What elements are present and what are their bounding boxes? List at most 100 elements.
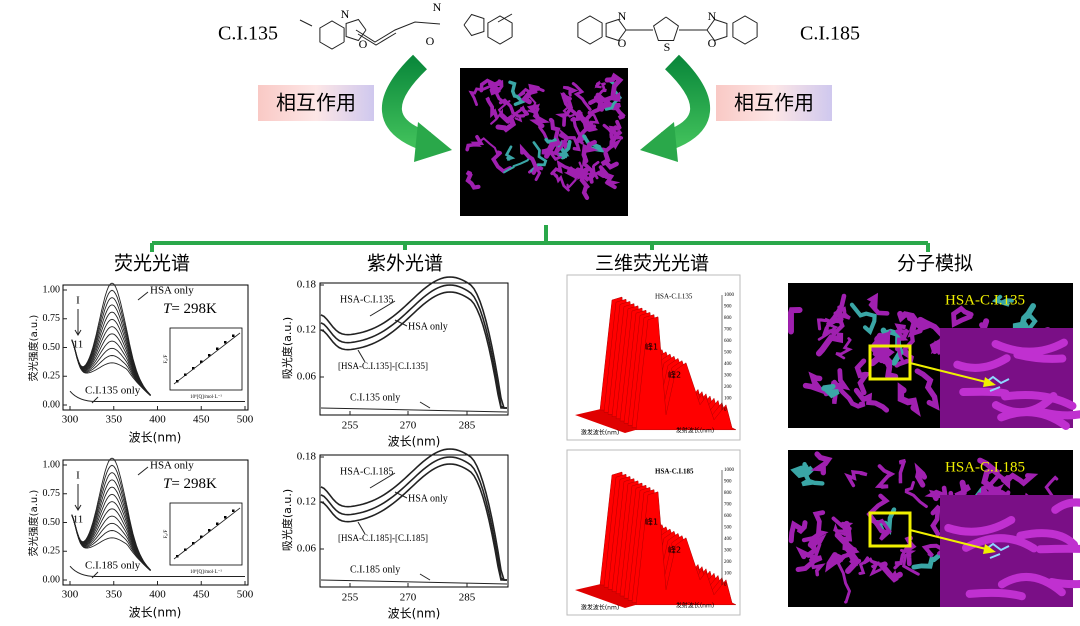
uv-curve	[320, 291, 507, 409]
x-tick-label: 400	[149, 589, 166, 601]
helix	[506, 106, 530, 124]
helix	[465, 170, 481, 190]
pointer	[357, 349, 366, 363]
spectrum-curve	[71, 339, 151, 397]
inset-point	[200, 535, 203, 538]
spectrum-curve	[71, 514, 151, 571]
panel-title: HSA-C.I.185	[655, 468, 694, 476]
inset-x-label: 10⁶[Q]/mol·L⁻¹	[190, 569, 222, 575]
helix	[876, 561, 903, 583]
helix	[560, 92, 581, 122]
inset-x-label: 10⁶[Q]/mol·L⁻¹	[190, 394, 222, 400]
arrow	[382, 54, 432, 152]
binding-site	[868, 511, 912, 548]
helix	[593, 91, 621, 103]
helix	[571, 82, 592, 112]
helix	[594, 168, 611, 180]
helix	[600, 151, 619, 170]
pointer	[91, 396, 99, 404]
uv-curve	[320, 463, 507, 581]
y-tick-label: 0.50	[43, 517, 61, 528]
inset-point	[224, 341, 227, 344]
y-tick-label: 1.00	[43, 459, 61, 470]
helix	[598, 82, 607, 96]
helix	[558, 139, 572, 160]
temperature-label: T= 298K	[163, 301, 217, 317]
helix	[821, 384, 840, 399]
helix	[895, 329, 909, 364]
y-tick-label: 1.00	[43, 284, 61, 295]
helix	[951, 305, 974, 328]
helix	[808, 542, 826, 577]
spectrum-curve	[71, 514, 151, 571]
atom-label: O	[426, 34, 435, 48]
z-tick-label: 400	[724, 362, 732, 367]
spectrum-curve	[71, 339, 151, 396]
z-tick-label: 400	[724, 537, 732, 542]
helix	[959, 387, 1010, 398]
x-axis-label: 波长(nm)	[129, 606, 182, 620]
helix	[897, 310, 931, 332]
helix	[904, 535, 917, 567]
helix	[907, 320, 926, 338]
spectrum-curve	[71, 508, 151, 571]
x-tick-label: 300	[62, 414, 79, 426]
z-tick-label: 800	[724, 316, 732, 321]
inset-y-label: F₀/F	[164, 529, 169, 538]
helix	[953, 354, 1011, 372]
x-tick-label: 255	[342, 592, 359, 604]
y-tick-label: 0.25	[43, 371, 61, 382]
ring	[706, 18, 728, 42]
y-tick-label: 0.18	[297, 279, 317, 291]
helix	[894, 323, 910, 341]
x-tick-label: 350	[106, 589, 123, 601]
helix	[853, 387, 890, 413]
spectrum-curve	[71, 514, 151, 571]
helix	[494, 79, 507, 105]
y-axis-label: 发射波长(nm)	[676, 427, 714, 435]
curve-label: [HSA-C.I.135]-[C.I.135]	[338, 361, 428, 371]
x-tick-label: 285	[459, 420, 476, 432]
peak-label: 峰2	[668, 370, 681, 380]
pointer	[357, 521, 366, 535]
y-tick-label: 0.06	[297, 371, 317, 383]
helix	[833, 305, 851, 320]
compound-label: C.I.135	[218, 23, 278, 45]
y-axis-label: 荧光强度(a.u.)	[27, 315, 40, 382]
complex-label: HSA-C.I.185	[945, 459, 1025, 475]
helix	[914, 462, 928, 488]
temperature-value: = 298K	[171, 301, 217, 317]
helix	[832, 379, 866, 409]
helix	[997, 408, 1070, 430]
complex-label: HSA-C.I.135	[945, 292, 1025, 308]
helix	[591, 160, 600, 180]
curve-label: HSA only	[150, 460, 194, 472]
helix	[858, 556, 873, 575]
helix	[872, 332, 886, 364]
helix	[866, 292, 890, 316]
helix	[849, 302, 877, 336]
y-axis-label: 吸光度(a.u.)	[280, 489, 294, 551]
helix	[520, 83, 541, 105]
x-tick-label: 500	[237, 589, 254, 601]
compound-label: C.I.185	[800, 23, 860, 45]
z-tick-label: 0	[724, 583, 727, 588]
helix	[572, 116, 588, 145]
pointer	[137, 466, 149, 476]
temperature-symbol: T	[163, 301, 173, 317]
curve-label: HSA-C.I.185	[340, 466, 393, 477]
inset-fit	[173, 332, 241, 385]
helix	[991, 294, 1014, 307]
y-axis-label: 吸光度(a.u.)	[280, 317, 294, 379]
helix	[795, 533, 827, 560]
x-axis-label: 波长(nm)	[388, 607, 441, 621]
zoom-arrow-head	[983, 544, 996, 554]
helix	[575, 167, 591, 200]
helix	[598, 165, 621, 190]
bond	[357, 32, 397, 46]
helix	[530, 141, 548, 173]
inset-point	[192, 367, 195, 370]
pointer	[419, 401, 431, 409]
helix	[825, 552, 845, 573]
